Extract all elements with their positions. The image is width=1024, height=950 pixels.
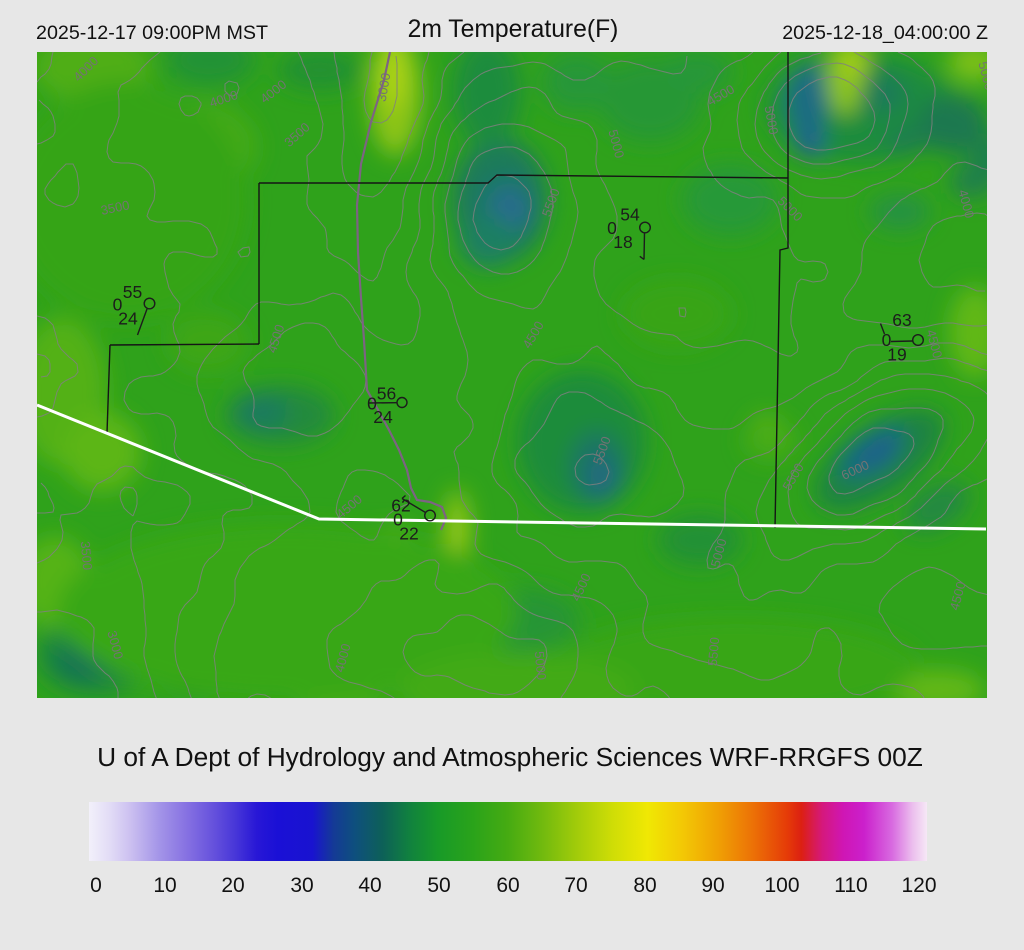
svg-text:3500: 3500 xyxy=(99,197,130,218)
svg-text:4000: 4000 xyxy=(955,188,977,220)
svg-text:0: 0 xyxy=(113,295,123,315)
svg-text:5000: 5000 xyxy=(605,128,627,160)
svg-text:4500: 4500 xyxy=(923,328,945,360)
svg-text:19: 19 xyxy=(887,345,906,365)
svg-text:4000: 4000 xyxy=(332,642,354,674)
svg-text:22: 22 xyxy=(399,524,418,544)
svg-text:56: 56 xyxy=(377,384,396,404)
svg-text:5000: 5000 xyxy=(532,651,549,681)
svg-text:55: 55 xyxy=(123,282,142,302)
svg-text:5000: 5000 xyxy=(762,105,782,136)
svg-text:24: 24 xyxy=(373,407,393,427)
svg-text:3500: 3500 xyxy=(78,541,95,571)
svg-text:54: 54 xyxy=(620,205,640,225)
svg-text:3000: 3000 xyxy=(104,629,126,661)
svg-text:4500: 4500 xyxy=(947,580,969,612)
svg-text:63: 63 xyxy=(892,310,911,330)
svg-text:0: 0 xyxy=(882,330,892,350)
svg-text:5500: 5500 xyxy=(705,637,722,667)
svg-text:5000: 5000 xyxy=(708,537,730,569)
svg-text:0: 0 xyxy=(607,218,617,238)
svg-text:0: 0 xyxy=(393,510,403,530)
svg-text:24: 24 xyxy=(118,309,138,329)
svg-text:5000: 5000 xyxy=(975,60,987,92)
svg-text:18: 18 xyxy=(613,232,632,252)
